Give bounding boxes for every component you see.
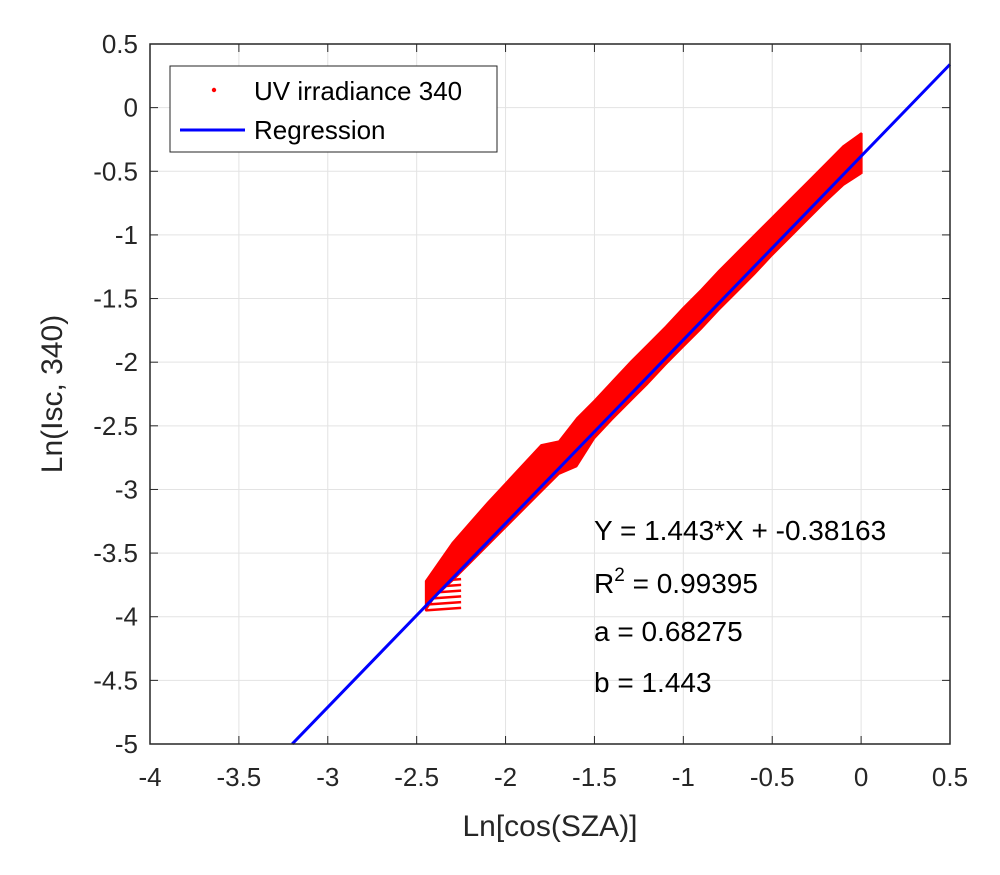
legend-box — [169, 65, 498, 153]
y-tick-label: -4.5 — [93, 665, 138, 695]
equation-annotation: Y = 1.443*X + -0.38163 — [594, 515, 886, 546]
r2-label: R — [594, 568, 614, 599]
r2-superscript: 2 — [614, 565, 625, 586]
y-tick-label: -2.5 — [93, 411, 138, 441]
y-tick-labels: 0.5 0 -0.5 -1 -1.5 -2 -2.5 -3 -3.5 -4 -4.5 -5 — [93, 29, 138, 759]
y-tick-label: -4 — [115, 602, 138, 632]
y-axis-label: Ln(Isc, 340) — [36, 315, 69, 473]
legend-entry-uv-irradiance: UV irradiance 340 — [254, 76, 462, 106]
x-tick-label: 0 — [854, 762, 868, 792]
y-tick-label: 0 — [124, 93, 138, 123]
y-tick-label: -3.5 — [93, 538, 138, 568]
regression-annotations: Y = 1.443*X + -0.38163 R2 = 0.99395 a = … — [594, 515, 886, 698]
x-tick-label: -4 — [138, 762, 161, 792]
x-tick-label: -1.5 — [572, 762, 617, 792]
a-annotation: a = 0.68275 — [594, 616, 743, 647]
scatter-point-row — [425, 589, 462, 595]
y-tick-label: -1 — [115, 220, 138, 250]
x-tick-labels: -4 -3.5 -3 -2.5 -2 -1.5 -1 -0.5 0 0.5 — [138, 762, 968, 792]
b-annotation: b = 1.443 — [594, 667, 712, 698]
scatter-point-row — [425, 600, 462, 606]
x-tick-label: -0.5 — [750, 762, 795, 792]
r2-value: = 0.99395 — [625, 568, 758, 599]
legend: UV irradiance 340 Regression — [169, 65, 498, 153]
y-tick-label: -2 — [115, 347, 138, 377]
y-tick-label: -3 — [115, 474, 138, 504]
plot-area — [291, 63, 952, 745]
x-axis-label: Ln[cos(SZA)] — [462, 810, 637, 843]
y-tick-label: -0.5 — [93, 156, 138, 186]
x-tick-label: -2.5 — [394, 762, 439, 792]
scatter-point-row — [425, 606, 462, 612]
x-tick-label: -3.5 — [216, 762, 261, 792]
x-tick-label: -1 — [672, 762, 695, 792]
axes-box — [149, 43, 951, 745]
axis-ticks — [149, 43, 951, 745]
regression-line — [291, 63, 952, 745]
legend-entry-regression: Regression — [254, 115, 386, 145]
x-tick-label: 0.5 — [932, 762, 968, 792]
y-tick-label: 0.5 — [102, 29, 138, 59]
r2-annotation: R2 = 0.99395 — [594, 565, 758, 599]
y-tick-label: -1.5 — [93, 284, 138, 314]
x-tick-label: -3 — [316, 762, 339, 792]
x-tick-label: -2 — [494, 762, 517, 792]
legend-marker-uv — [211, 87, 217, 93]
y-tick-label: -5 — [115, 729, 138, 759]
scatter-point-row — [425, 577, 462, 583]
